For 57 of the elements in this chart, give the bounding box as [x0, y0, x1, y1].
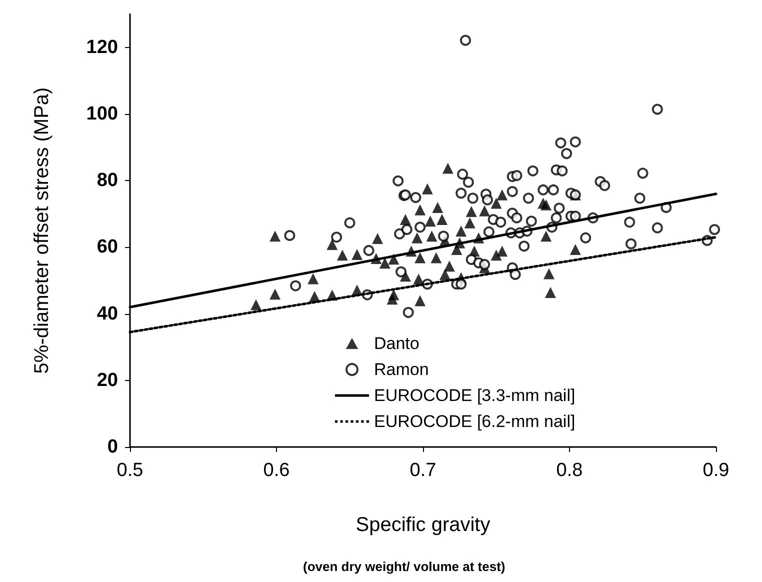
legend-label: EUROCODE [6.2-mm nail] — [374, 412, 576, 431]
point — [414, 252, 426, 264]
point — [424, 216, 436, 227]
legend-label: EUROCODE [3.3-mm nail] — [374, 386, 576, 405]
point — [439, 268, 450, 280]
y-tick-label: 20 — [96, 370, 118, 391]
point — [414, 204, 426, 216]
point — [426, 230, 438, 242]
point — [372, 232, 384, 244]
point — [496, 189, 508, 200]
y-tick-label: 80 — [96, 170, 118, 192]
point — [352, 248, 363, 260]
x-tick-label: 0.6 — [263, 460, 290, 481]
point — [543, 268, 554, 280]
point — [400, 214, 411, 226]
point — [414, 295, 426, 306]
point — [444, 260, 455, 272]
x-tick-label: 0.7 — [410, 460, 436, 481]
point — [422, 183, 433, 194]
y-tick-label: 60 — [96, 236, 118, 258]
legend-label: Ramon — [374, 360, 429, 379]
y-axis-title: 5%-diameter offset stress (MPa) — [31, 87, 53, 374]
legend-label: Danto — [374, 334, 420, 353]
point — [386, 294, 398, 305]
point — [270, 288, 281, 300]
point — [308, 273, 319, 284]
point — [451, 244, 462, 255]
text: (oven dry weight/ volume at test) — [303, 559, 506, 574]
point — [464, 217, 476, 228]
point — [538, 198, 549, 209]
point — [496, 246, 508, 257]
y-tick-label: 100 — [86, 103, 118, 124]
point — [456, 226, 467, 237]
point — [479, 205, 490, 216]
x-tick-label: 0.9 — [702, 460, 730, 481]
y-tick-label: 40 — [96, 303, 118, 324]
y-tick-label: 120 — [86, 36, 118, 58]
x-axis-title: Specific gravity — [356, 514, 490, 536]
y-tick-label: 0 — [107, 436, 118, 458]
point — [432, 202, 444, 214]
point — [250, 299, 262, 310]
x-tick-label: 0.8 — [556, 460, 583, 481]
point — [270, 230, 281, 242]
point — [430, 252, 442, 264]
point — [442, 162, 454, 174]
x-tick-label: 0.5 — [116, 460, 144, 481]
point — [490, 198, 502, 209]
point — [336, 250, 348, 261]
point — [379, 258, 390, 269]
point — [466, 206, 477, 218]
point — [490, 250, 502, 261]
point — [540, 230, 552, 242]
point — [412, 232, 423, 244]
point — [570, 244, 581, 255]
point — [436, 214, 448, 226]
point — [326, 238, 338, 250]
point — [544, 286, 556, 298]
